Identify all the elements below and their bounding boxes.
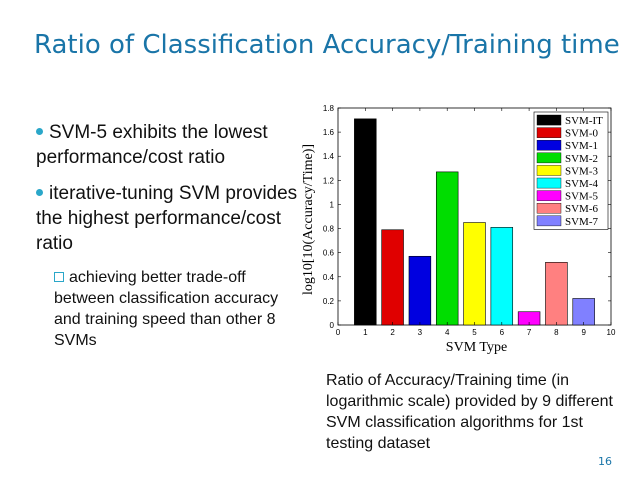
y-tick-label: 0 [330, 321, 335, 330]
sub-bullet-item: achieving better trade-off between class… [54, 267, 304, 351]
x-tick-label: 10 [607, 328, 616, 337]
bullet-item: SVM-5 exhibits the lowest performance/co… [36, 120, 306, 170]
slide-title: Ratio of Classification Accuracy/Trainin… [34, 30, 620, 60]
legend-swatch-svm-0 [536, 127, 562, 138]
legend-label-svm-6: SVM-6 [565, 203, 599, 215]
legend-label-svm-5: SVM-5 [565, 191, 599, 203]
legend-swatch-svm-2 [536, 152, 562, 164]
checkbox-bullet-icon [54, 272, 64, 283]
y-tick-label: 0.2 [323, 297, 335, 306]
x-tick-label: 8 [554, 328, 559, 337]
legend-swatch-svm-5 [536, 190, 562, 201]
bullet-list: SVM-5 exhibits the lowest performance/co… [36, 120, 306, 351]
bullet-item: iterative-tuning SVM provides the highes… [36, 181, 306, 256]
bar-svm-7 [572, 298, 595, 326]
legend-swatch-svm-4 [536, 177, 562, 189]
x-tick-label: 7 [527, 328, 532, 337]
x-tick-label: 6 [500, 328, 505, 337]
x-tick-label: 1 [363, 328, 368, 337]
y-tick-label: 0.4 [323, 273, 335, 282]
legend-swatch-svm-it [536, 114, 562, 126]
bullet-text: iterative-tuning SVM provides the highes… [36, 183, 298, 254]
legend-label-svm-1: SVM-1 [565, 140, 598, 152]
bar-chart: log10[10(Accuracy/Time)] 0 1 2 3 4 5 6 7 8 9 10 0 0.… [301, 104, 616, 355]
legend-label-svm-it: SVM-IT [565, 115, 603, 127]
x-tick-label: 2 [390, 328, 395, 337]
y-tick-label: 1.6 [323, 128, 335, 137]
y-tick-label: 1.8 [323, 104, 335, 113]
x-tick-label: 9 [581, 328, 586, 337]
sub-bullet-text: achieving better trade-off between class… [54, 269, 279, 349]
x-tick-label: 3 [418, 328, 423, 337]
bullet-dot-icon [36, 188, 43, 196]
y-tick-label: 1.4 [323, 152, 335, 161]
y-tick-label: 1 [330, 200, 335, 209]
y-axis-label-group: log10[10(Accuracy/Time)] [301, 144, 316, 295]
y-tick-label: 1.2 [323, 176, 335, 185]
legend-label-svm-4: SVM-4 [565, 178, 599, 190]
legend-swatch-svm-3 [536, 165, 562, 176]
x-tick-label: 4 [445, 328, 450, 337]
bars [354, 118, 595, 326]
bar-svm-6 [545, 262, 568, 326]
y-tick-label: 0.8 [323, 225, 335, 234]
y-tick-label: 0.6 [323, 249, 335, 258]
legend-swatch-svm-6 [536, 202, 562, 214]
legend-swatch-svm-7 [536, 215, 562, 227]
x-tick-label: 0 [336, 328, 341, 337]
bar-svm-0 [381, 229, 404, 326]
bullet-text: SVM-5 exhibits the lowest performance/co… [36, 122, 268, 168]
bar-svm-2 [435, 171, 459, 326]
bullet-dot-icon [36, 127, 43, 135]
legend-label-svm-3: SVM-3 [565, 165, 599, 177]
bar-svm-it [354, 118, 377, 326]
x-axis-label: SVM Type [446, 340, 507, 355]
x-tick-label: 5 [472, 328, 477, 337]
bar-svm-3 [463, 222, 486, 326]
page-number: 16 [598, 455, 612, 468]
figure-caption: Ratio of Accuracy/Training time (in loga… [326, 372, 613, 452]
legend-label-svm-0: SVM-0 [565, 128, 599, 140]
legend-label-svm-7: SVM-7 [565, 216, 599, 228]
bar-svm-1 [408, 255, 432, 326]
bar-svm-4 [490, 227, 514, 326]
legend-swatch-svm-1 [536, 140, 562, 151]
legend-label-svm-2: SVM-2 [565, 153, 598, 165]
ticks: 0 1 2 3 4 5 6 7 8 9 10 0 0.2 0.4 0.6 0.8 1 1.2 1.4 1.6 1.8 [323, 104, 616, 337]
legend: SVM-ITSVM-0SVM-1SVM-2SVM-3SVM-4SVM-5SVM-… [533, 111, 609, 230]
y-axis-label: log10[10(Accuracy/Time)] [301, 144, 316, 295]
